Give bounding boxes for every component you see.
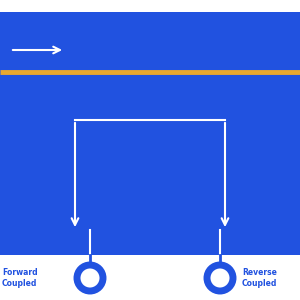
Bar [0,12,300,255]
Circle shape [77,265,103,291]
Circle shape [207,265,233,291]
Text: Reverse
Coupled: Reverse Coupled [242,268,278,288]
Text: Forward
Coupled: Forward Coupled [2,268,38,288]
